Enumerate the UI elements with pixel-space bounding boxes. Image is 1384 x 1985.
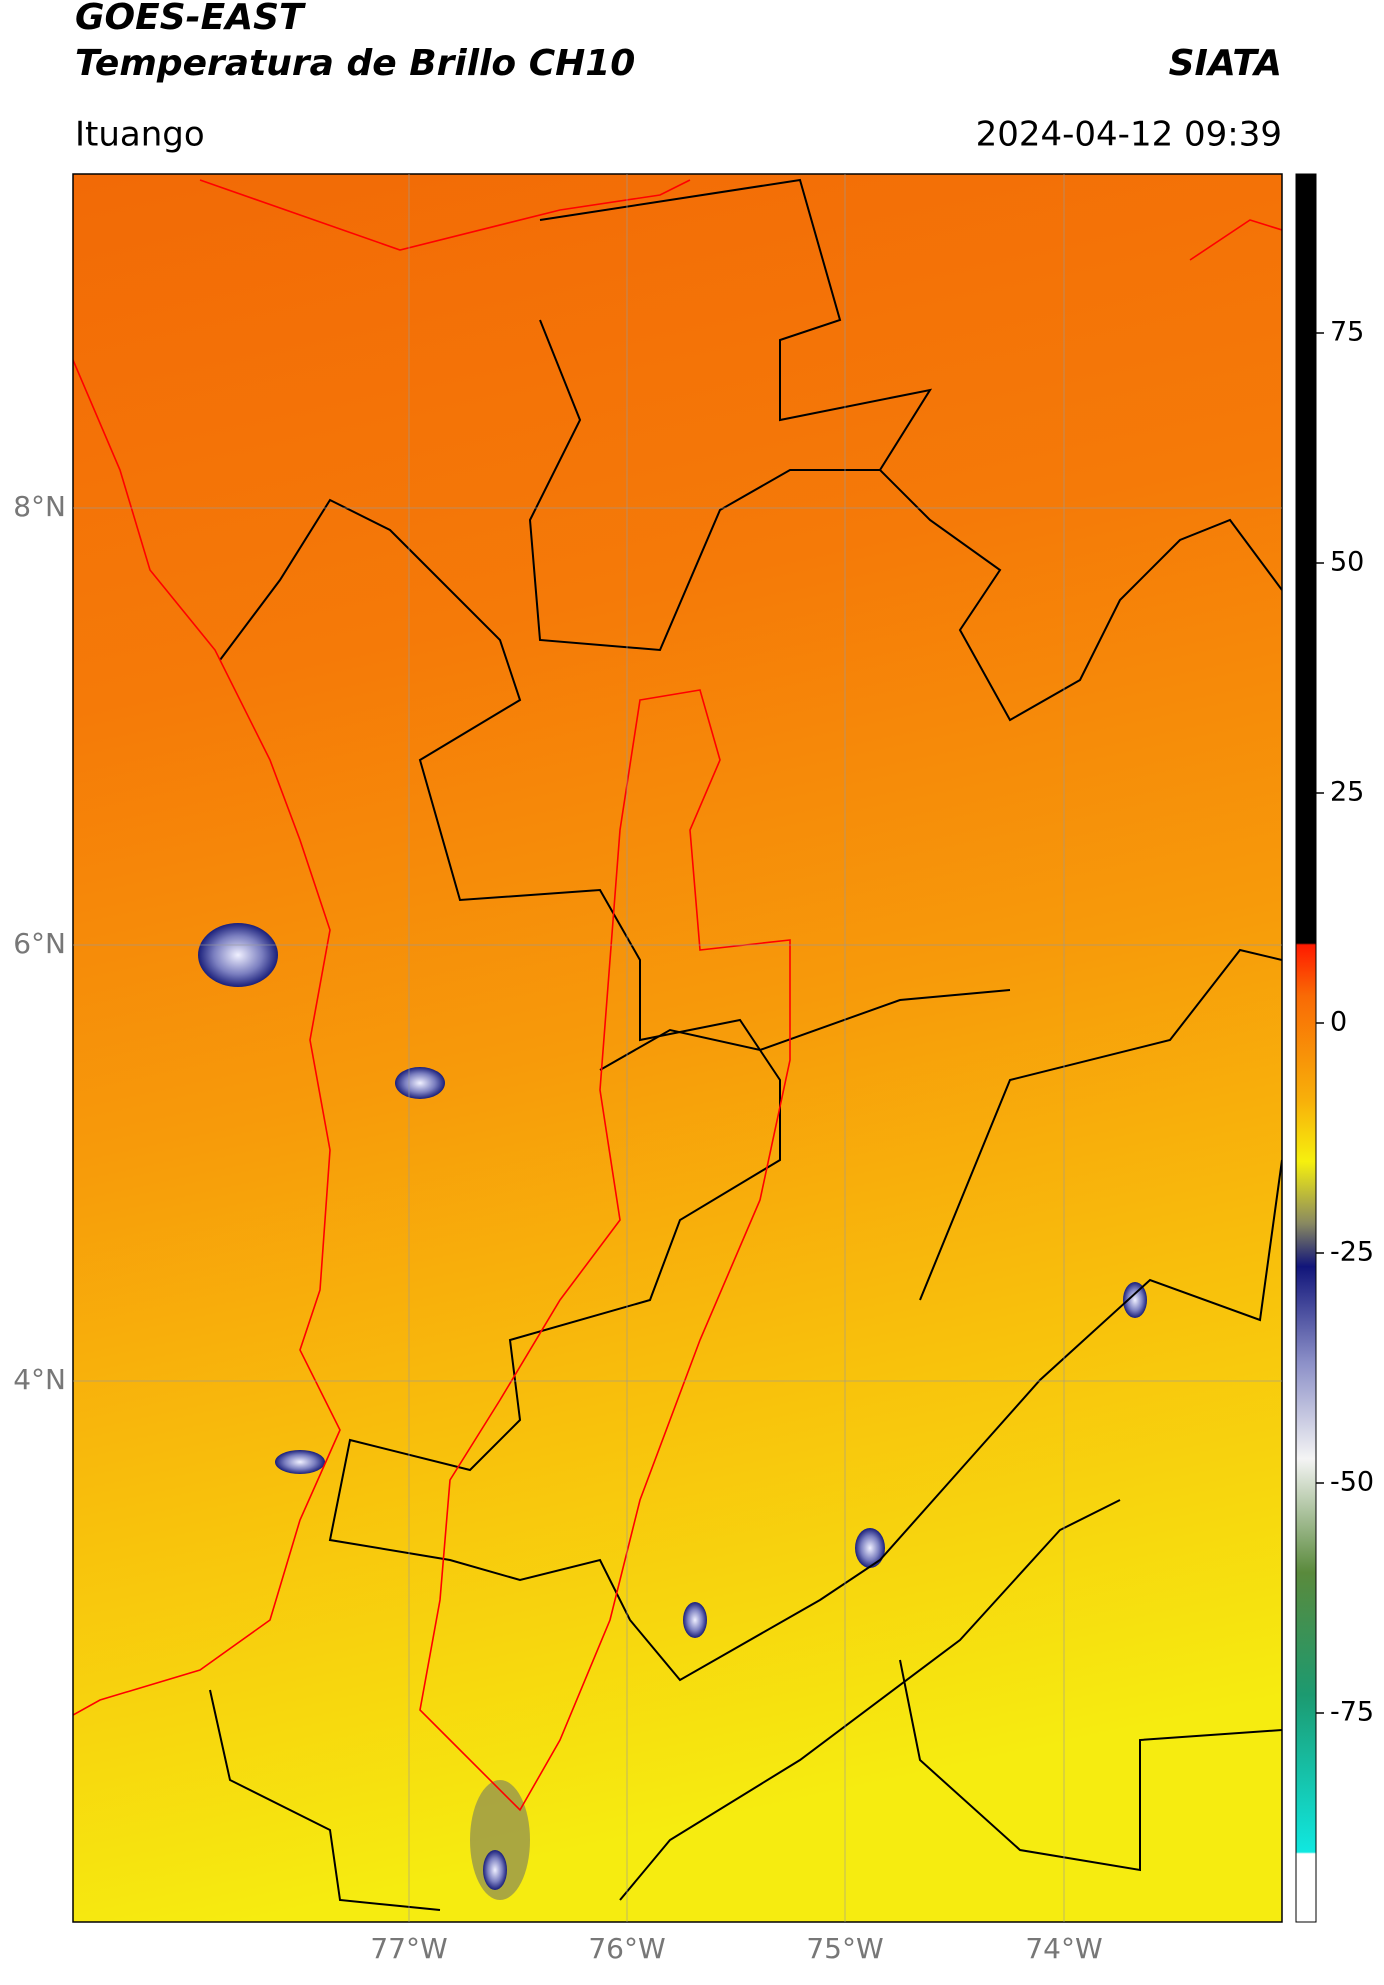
colorbar-label: -75 (1330, 1697, 1374, 1728)
colorbar-label: 0 (1330, 1007, 1347, 1038)
colorbar-label: -25 (1330, 1237, 1374, 1268)
colorbar-ticks: 75 50 25 0 -25 -50 -75 (1316, 317, 1374, 1728)
lat-label: 4°N (13, 1363, 66, 1396)
lon-label: 75°W (806, 1932, 883, 1965)
graticule: 77°W 76°W 75°W 74°W 8°N 6°N 4°N (13, 174, 1282, 1965)
source: SIATA (1169, 43, 1282, 84)
lon-label: 76°W (588, 1932, 665, 1965)
map-frame (72, 173, 1283, 1923)
lon-label: 74°W (1025, 1932, 1102, 1965)
lat-label: 6°N (13, 927, 66, 960)
lon-label: 77°W (370, 1932, 447, 1965)
subtitle: Temperatura de Brillo CH10 (75, 43, 635, 84)
colorbar-label: 75 (1330, 317, 1364, 348)
colorbar (1295, 173, 1317, 1923)
datetime: 2024-04-12 09:39 (976, 115, 1282, 155)
region: Ituango (75, 115, 205, 155)
colorbar-label: -50 (1330, 1467, 1374, 1498)
title: GOES-EAST (75, 0, 306, 38)
lat-label: 8°N (13, 490, 66, 523)
colorbar-label: 25 (1330, 777, 1364, 808)
colorbar-label: 50 (1330, 547, 1364, 578)
map (73, 174, 1282, 1922)
